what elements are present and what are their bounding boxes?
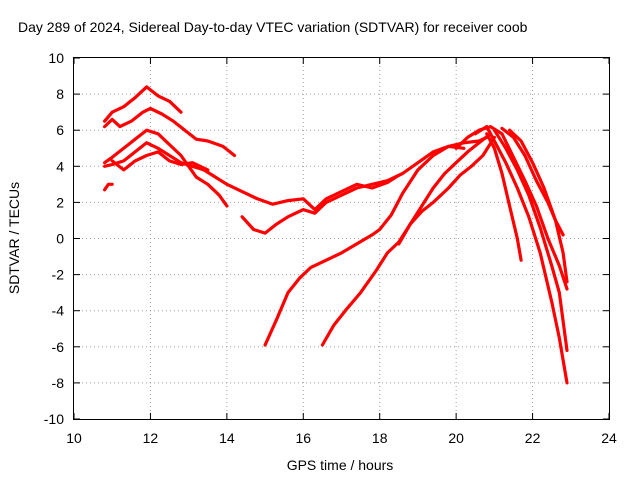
series-line-track-m [485,132,523,262]
plot-frame [73,57,610,420]
series-line-track-c [102,128,229,208]
x-tick-label: 18 [372,430,388,446]
y-tick-label: -6 [52,339,65,355]
series-line-track-f [102,182,114,192]
y-tick-label: -2 [52,267,65,283]
chart-title: Day 289 of 2024, Sidereal Day-to-day VTE… [18,19,528,35]
y-tick-label: -10 [44,411,64,427]
y-axis-label: SDTVAR / TECUs [6,182,22,294]
series-line-track-g [240,144,466,235]
series-line-track-h [263,135,489,347]
series-line-track-e [110,150,210,172]
y-tick-label: 8 [56,86,64,102]
x-tick-label: 16 [295,430,311,446]
series-line-track-d [102,141,401,212]
x-tick-label: 12 [143,430,159,446]
x-tick-label: 20 [448,430,464,446]
x-tick-label: 22 [525,430,541,446]
series-line-track-b [102,106,237,158]
y-tick-label: 10 [48,50,64,66]
y-tick-label: 0 [56,231,64,247]
series-line-track-l [473,124,569,385]
y-tick-label: 6 [56,122,64,138]
grid-layer [74,58,609,419]
y-tick-label: -8 [52,375,65,391]
series-layer [102,85,569,385]
x-tick-label: 24 [601,430,617,446]
series-line-track-p [508,128,569,284]
x-tick-label: 14 [219,430,235,446]
x-axis-label: GPS time / hours [287,457,394,473]
series-line-track-a [102,85,183,123]
series-line-track-n [492,128,569,352]
y-tick-label: 4 [56,158,64,174]
y-tick-label: 2 [56,194,64,210]
series-line-track-j [397,132,493,246]
y-tick-label: -4 [52,303,65,319]
x-tick-label: 10 [66,430,82,446]
